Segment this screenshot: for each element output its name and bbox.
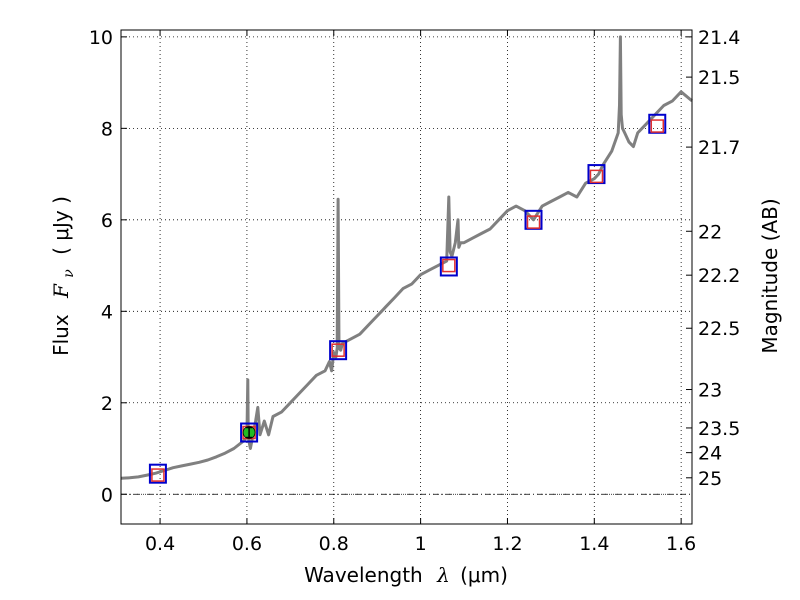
x-tick-label: 0.4 — [145, 533, 175, 555]
magnitude-tick-label: 25 — [698, 468, 722, 490]
y-tick-label: 0 — [101, 484, 113, 506]
observed-flux-marker — [329, 340, 348, 361]
magnitude-tick-label: 22.5 — [698, 318, 740, 340]
model-flux-marker — [526, 215, 541, 229]
y-axis-title-subscript: ν — [61, 269, 77, 278]
x-tick-label: 1.4 — [579, 533, 609, 555]
y-tick-label: 8 — [101, 118, 113, 140]
plot-frame — [120, 29, 693, 525]
x-tick-label: 0.8 — [319, 533, 349, 555]
x-axis-title-unit: (μm) — [460, 563, 508, 587]
y-axis-title-symbol: F — [49, 283, 73, 299]
x-axis-title-prefix: Wavelength — [304, 563, 423, 587]
model-flux-marker — [650, 119, 665, 133]
magnitude-tick-label: 24 — [698, 443, 722, 465]
y-axis-title: Flux F ν ( μJy ) — [49, 196, 78, 356]
model-flux-marker — [151, 468, 165, 482]
observed-flux-marker — [148, 463, 167, 484]
magnitude-tick-label: 21.7 — [698, 137, 740, 159]
magnitude-tick-label: 22.2 — [698, 265, 740, 287]
spectrum-layer — [120, 35, 693, 480]
magnitude-tick-label: 21.4 — [698, 27, 740, 49]
grid — [121, 30, 692, 524]
observed-flux-marker — [240, 422, 259, 443]
x-tick-label: 1.6 — [666, 533, 696, 555]
spectrum-line — [120, 35, 693, 480]
marker-layer — [148, 113, 667, 484]
y-tick-label: 4 — [101, 301, 113, 323]
x-axis-title: Wavelength λ (μm) — [304, 563, 508, 587]
magnitude-tick-label: 21.5 — [698, 67, 740, 89]
y2-axis-title: Magnitude (AB) — [758, 198, 782, 353]
x-tick-label: 1 — [415, 533, 427, 555]
model-flux-marker — [442, 258, 456, 273]
y-axis-title-unit: ( μJy ) — [49, 196, 73, 255]
y-tick-label: 10 — [89, 27, 113, 49]
magnitude-tick-label: 22 — [698, 221, 722, 243]
y-axis-title-prefix: Flux — [49, 314, 73, 356]
model-flux-marker — [589, 169, 604, 184]
observed-flux-marker — [439, 256, 458, 277]
model-flux-marker — [331, 343, 345, 357]
x-tick-label: 1.2 — [492, 533, 522, 555]
magnitude-tick-label: 23.5 — [698, 418, 740, 440]
y-tick-label: 2 — [101, 393, 113, 415]
y-tick-label: 6 — [101, 210, 113, 232]
x-tick-label: 0.6 — [232, 533, 262, 555]
x-axis-title-symbol: λ — [436, 563, 450, 587]
magnitude-tick-label: 23 — [698, 380, 722, 402]
